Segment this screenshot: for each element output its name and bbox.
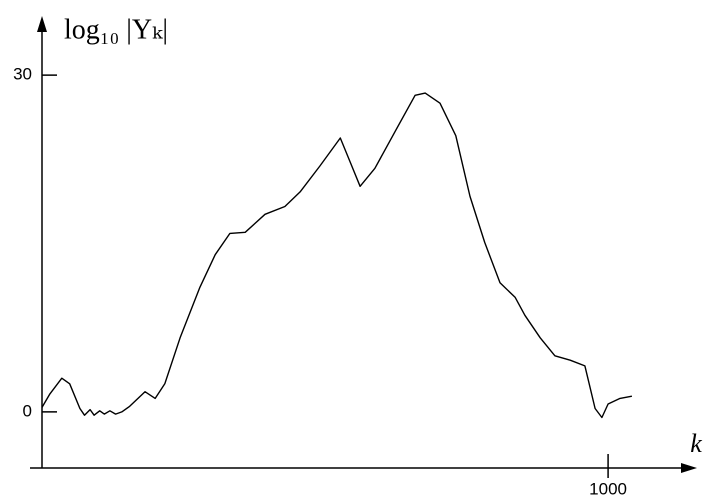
data-line xyxy=(41,92,633,419)
y-tick-label: 30 xyxy=(13,65,32,84)
y-tick-label: 0 xyxy=(23,401,32,420)
x-axis-label: k xyxy=(690,429,702,458)
x-tick-label: 1000 xyxy=(589,479,627,498)
x-axis-arrow xyxy=(681,463,697,473)
y-axis-label: log₁₀ |Yₖ| xyxy=(64,14,168,45)
y-axis-arrow xyxy=(37,16,47,32)
